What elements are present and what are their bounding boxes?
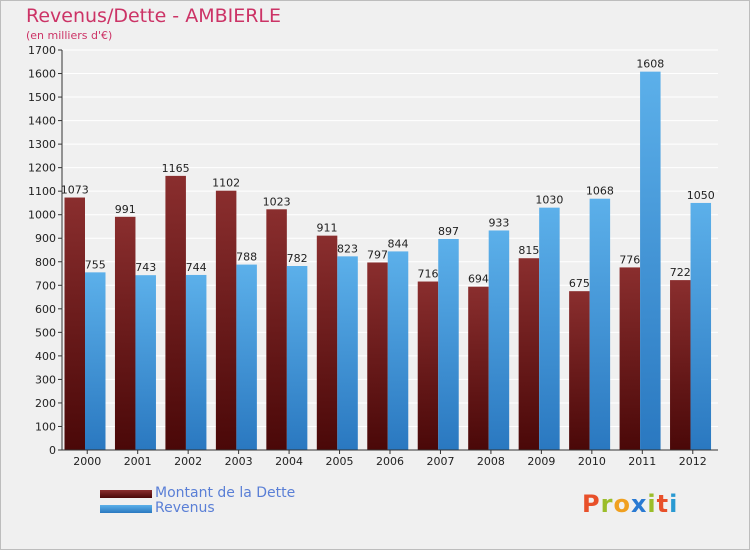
data-label-dette: 1073: [61, 184, 89, 197]
y-tick-label: 800: [35, 256, 56, 269]
x-tick-label: 2009: [527, 455, 555, 468]
legend-swatch-dette: [100, 490, 152, 498]
bar-revenus: [589, 198, 611, 450]
bar-revenus: [135, 275, 156, 450]
data-label-revenus: 744: [186, 261, 207, 274]
bar-dette: [165, 175, 186, 450]
bar-revenus: [690, 202, 712, 450]
proxiti-logo: Proxiti: [582, 490, 678, 518]
x-tick-label: 2012: [679, 455, 707, 468]
data-label-revenus: 1068: [586, 185, 614, 198]
bar-dette: [468, 286, 489, 450]
bar-dette: [367, 262, 388, 450]
y-tick-label: 400: [35, 350, 56, 363]
x-tick-label: 2005: [326, 455, 354, 468]
x-tick-label: 2001: [124, 455, 152, 468]
bar-dette: [215, 190, 237, 451]
y-tick-label: 200: [35, 397, 56, 410]
data-label-dette: 815: [518, 244, 539, 257]
x-tick-label: 2003: [225, 455, 253, 468]
y-tick-label: 100: [35, 420, 56, 433]
bar-revenus: [286, 266, 308, 450]
x-tick-label: 2000: [73, 455, 101, 468]
bar-revenus: [488, 230, 510, 450]
data-label-dette: 991: [115, 203, 136, 216]
chart-title: Revenus/Dette - AMBIERLE: [26, 5, 282, 27]
y-tick-label: 1100: [28, 185, 56, 198]
y-tick-label: 1500: [28, 91, 56, 104]
x-tick-label: 2007: [426, 455, 454, 468]
y-tick-label: 1600: [28, 68, 56, 81]
data-label-dette: 797: [367, 248, 388, 261]
legend-swatch-revenus: [100, 505, 152, 513]
y-tick-label: 1300: [28, 138, 56, 151]
data-label-revenus: 933: [488, 216, 509, 229]
data-label-revenus: 844: [388, 237, 409, 250]
bar-dette: [670, 280, 691, 450]
bar-revenus: [438, 238, 459, 450]
logo-letter: i: [669, 490, 679, 518]
x-tick-label: 2002: [174, 455, 202, 468]
bar-revenus: [387, 251, 409, 450]
data-label-dette: 1102: [212, 177, 240, 190]
data-label-dette: 722: [670, 266, 691, 279]
logo-letter: o: [613, 490, 631, 518]
y-tick-label: 0: [49, 444, 56, 457]
data-label-revenus: 1608: [636, 58, 664, 71]
legend-label-dette: Montant de la Dette: [155, 485, 296, 501]
bar-revenus: [640, 71, 661, 450]
bar-revenus: [85, 272, 106, 450]
data-label-dette: 1165: [162, 162, 190, 175]
data-label-revenus: 823: [337, 242, 358, 255]
bar-revenus: [236, 264, 257, 450]
data-label-dette: 1023: [263, 195, 291, 208]
bar-dette: [114, 216, 136, 450]
y-tick-label: 700: [35, 279, 56, 292]
bar-dette: [518, 258, 540, 450]
y-tick-label: 900: [35, 232, 56, 245]
data-label-dette: 694: [468, 273, 489, 286]
data-label-dette: 675: [569, 277, 590, 290]
y-tick-label: 1000: [28, 209, 56, 222]
bar-revenus: [185, 274, 207, 450]
data-label-dette: 776: [619, 253, 640, 266]
y-tick-label: 1200: [28, 162, 56, 175]
y-tick-label: 1700: [28, 44, 56, 57]
data-label-revenus: 1050: [687, 189, 715, 202]
data-label-revenus: 1030: [535, 194, 563, 207]
y-tick-label: 500: [35, 326, 56, 339]
bar-dette: [417, 281, 439, 450]
x-tick-label: 2008: [477, 455, 505, 468]
bar-dette: [266, 209, 287, 450]
bar-dette: [619, 267, 641, 450]
data-label-dette: 911: [317, 222, 338, 235]
data-label-revenus: 743: [135, 261, 156, 274]
chart-subtitle: (en milliers d'€): [26, 29, 113, 42]
bar-dette: [64, 197, 85, 450]
logo-letter: r: [600, 490, 614, 518]
bar-dette: [316, 235, 338, 450]
logo-letter: i: [647, 490, 657, 518]
x-tick-label: 2010: [578, 455, 606, 468]
bar-revenus: [337, 256, 358, 450]
logo-letter: x: [630, 490, 648, 518]
data-label-dette: 716: [417, 268, 438, 281]
data-label-revenus: 755: [85, 258, 106, 271]
bar-revenus: [539, 207, 560, 450]
y-tick-label: 1400: [28, 115, 56, 128]
bar-dette: [569, 291, 590, 450]
x-tick-label: 2006: [376, 455, 404, 468]
data-label-revenus: 782: [287, 252, 308, 265]
x-tick-label: 2004: [275, 455, 303, 468]
y-tick-label: 600: [35, 303, 56, 316]
logo-letter: t: [656, 490, 670, 518]
legend-label-revenus: Revenus: [155, 500, 215, 516]
x-tick-label: 2011: [628, 455, 656, 468]
logo-letter: P: [582, 490, 601, 518]
data-label-revenus: 788: [236, 251, 257, 264]
y-tick-label: 300: [35, 373, 56, 386]
data-label-revenus: 897: [438, 225, 459, 238]
